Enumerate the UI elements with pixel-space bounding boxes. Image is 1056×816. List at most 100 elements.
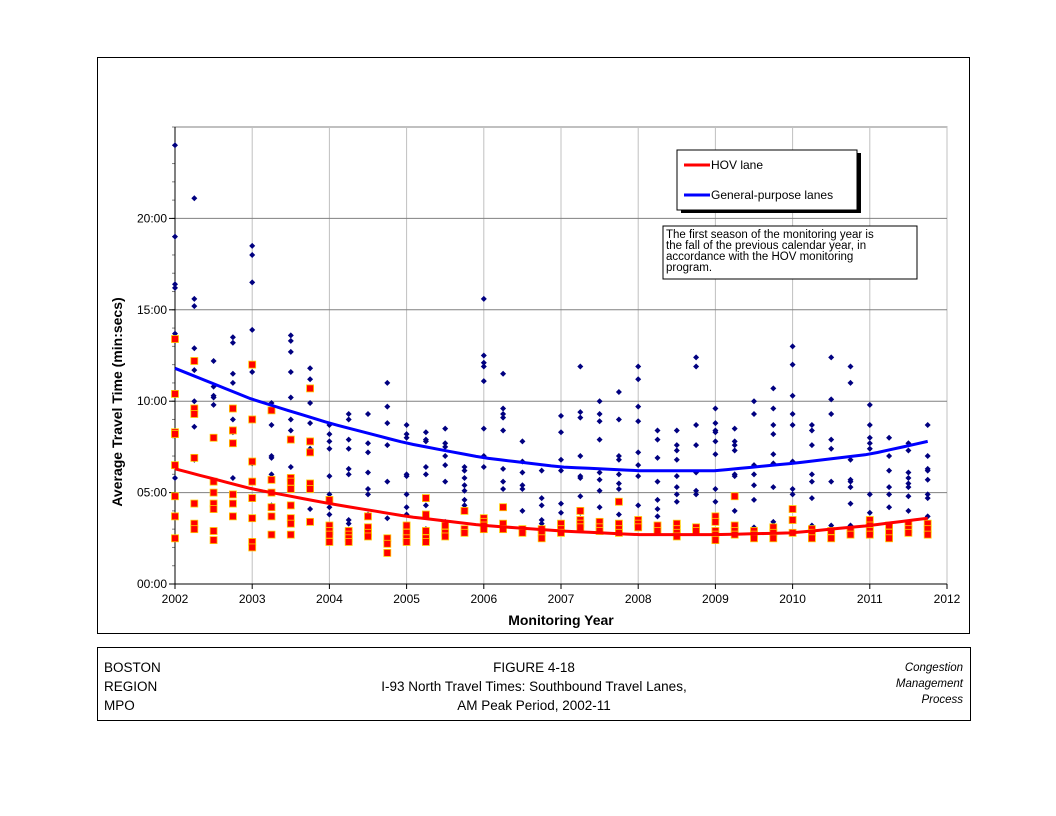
- gp-point: [172, 233, 178, 240]
- gp-point: [229, 339, 236, 346]
- gp-point: [635, 449, 642, 456]
- hov-point: [634, 523, 643, 532]
- gp-point: [500, 478, 507, 485]
- y-axis-label: Average Travel Time (min:secs): [109, 297, 125, 506]
- x-tick-label: 2003: [239, 592, 266, 606]
- hov-point: [190, 410, 199, 418]
- gp-point: [480, 295, 487, 302]
- gp-point: [558, 412, 564, 419]
- hov-point: [306, 437, 315, 446]
- gp-point: [172, 281, 178, 288]
- gp-point: [828, 396, 835, 403]
- gp-point: [229, 379, 236, 386]
- gp-point: [191, 398, 198, 405]
- gp-point: [731, 473, 738, 480]
- hov-point: [228, 439, 237, 448]
- gp-point: [828, 445, 835, 452]
- gp-point: [558, 467, 564, 474]
- hov-trend-line: [174, 467, 928, 537]
- hov-point: [171, 512, 179, 521]
- hov-point: [808, 534, 816, 543]
- gp-point: [365, 440, 371, 447]
- gp-point: [345, 465, 352, 472]
- gp-point: [422, 429, 429, 436]
- gp-point: [191, 295, 198, 302]
- gp-point: [751, 482, 757, 489]
- program-line: Congestion: [904, 662, 963, 674]
- gp-point: [249, 368, 256, 375]
- hov-point: [421, 527, 430, 535]
- hov-point: [171, 335, 179, 343]
- gp-point: [866, 491, 873, 498]
- gp-point: [751, 471, 757, 478]
- legend: HOV lane General-purpose lanes: [676, 149, 861, 213]
- gp-point: [693, 421, 700, 428]
- gp-point: [384, 442, 391, 449]
- gp-point: [326, 491, 333, 498]
- gp-point: [172, 284, 178, 291]
- hov-point: [460, 528, 469, 537]
- gp-point: [307, 376, 314, 383]
- gp-point: [654, 496, 661, 503]
- gp-point: [596, 476, 603, 483]
- gp-point: [905, 484, 912, 491]
- gp-point: [789, 361, 796, 368]
- gp-point: [615, 453, 622, 460]
- gp-point: [249, 242, 256, 249]
- gp-point: [558, 509, 564, 516]
- hov-point: [576, 506, 585, 515]
- gp-point: [712, 405, 719, 412]
- gp-point: [673, 484, 680, 491]
- annotation-line: program.: [666, 262, 712, 274]
- x-tick-label: 2008: [625, 592, 652, 606]
- gp-point: [673, 447, 680, 454]
- gp-point: [751, 410, 757, 417]
- gp-point: [808, 478, 815, 485]
- gp-point: [307, 420, 314, 427]
- figure-caption: FIGURE 4-18 I-93 North Travel Times: Sou…: [98, 658, 970, 715]
- gp-point: [847, 500, 854, 507]
- gp-point: [635, 418, 642, 425]
- x-tick-label: 2009: [702, 592, 729, 606]
- gp-point: [461, 502, 468, 509]
- hov-point: [228, 499, 237, 508]
- hov-point: [267, 503, 276, 512]
- hov-point: [286, 530, 295, 539]
- gp-point: [770, 405, 777, 412]
- gp-point: [210, 394, 217, 401]
- gp-point: [345, 517, 352, 524]
- gp-point: [577, 414, 584, 421]
- y-tick-label: 20:00: [137, 211, 167, 225]
- gp-point: [808, 471, 815, 478]
- gp-point: [866, 401, 873, 408]
- gp-point: [577, 363, 584, 370]
- trend-lines: [174, 366, 929, 537]
- program-line: Process: [921, 694, 963, 706]
- gp-point: [615, 471, 622, 478]
- gp-point: [808, 427, 815, 434]
- gp-point: [538, 517, 545, 524]
- hov-point: [421, 538, 430, 546]
- hov-point: [190, 525, 199, 534]
- gp-point: [789, 421, 796, 428]
- gp-point: [538, 495, 545, 502]
- gp-point: [847, 478, 854, 485]
- gp-point: [770, 421, 777, 428]
- hov-point: [248, 543, 257, 552]
- gp-point: [403, 421, 410, 428]
- gp-point: [422, 464, 429, 471]
- gp-point: [191, 345, 198, 352]
- gp-point: [461, 496, 468, 503]
- gp-point: [654, 436, 661, 443]
- hov-point: [306, 384, 315, 393]
- gp-point: [365, 410, 371, 417]
- gp-point: [673, 473, 680, 480]
- gp-point: [287, 464, 294, 471]
- gp-point: [577, 409, 584, 416]
- gp-point: [326, 431, 333, 438]
- gp-point: [268, 471, 275, 478]
- gp-point: [442, 478, 449, 485]
- hov-point: [190, 357, 199, 365]
- gp-point: [210, 401, 217, 408]
- gp-point: [635, 376, 642, 383]
